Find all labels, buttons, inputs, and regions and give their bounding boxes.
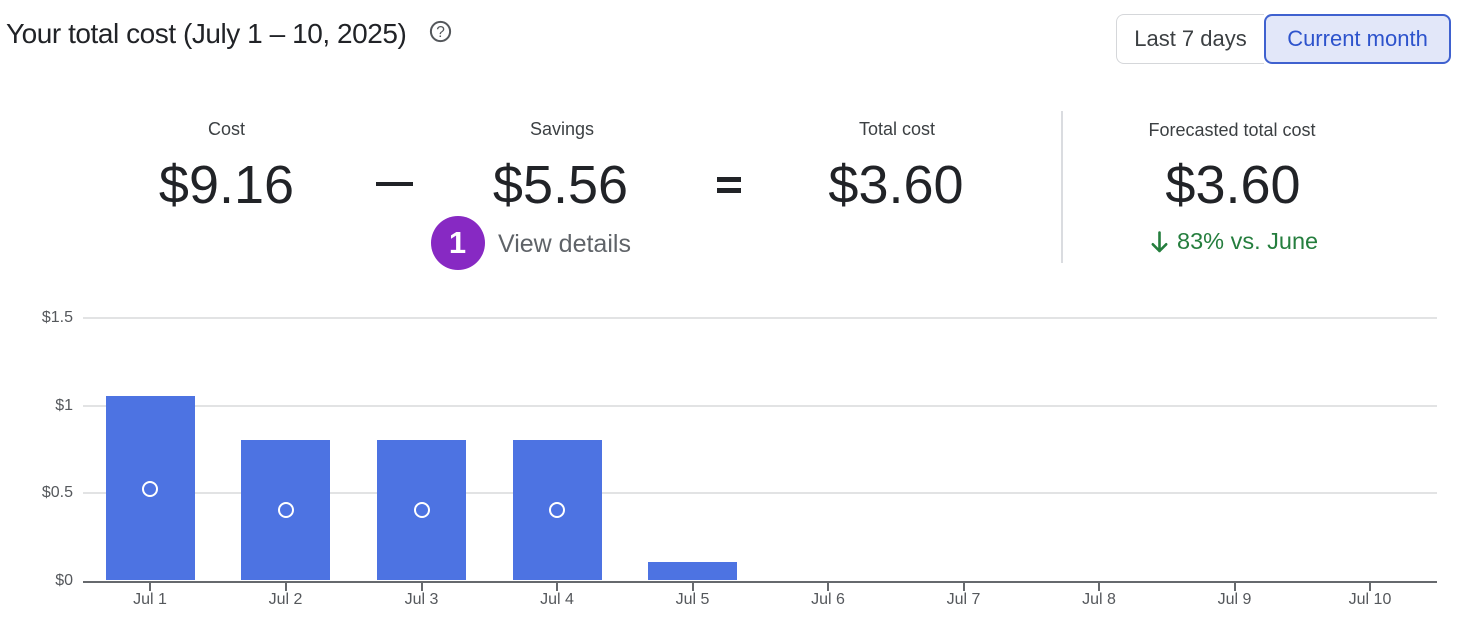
svg-text:?: ?	[436, 24, 445, 41]
